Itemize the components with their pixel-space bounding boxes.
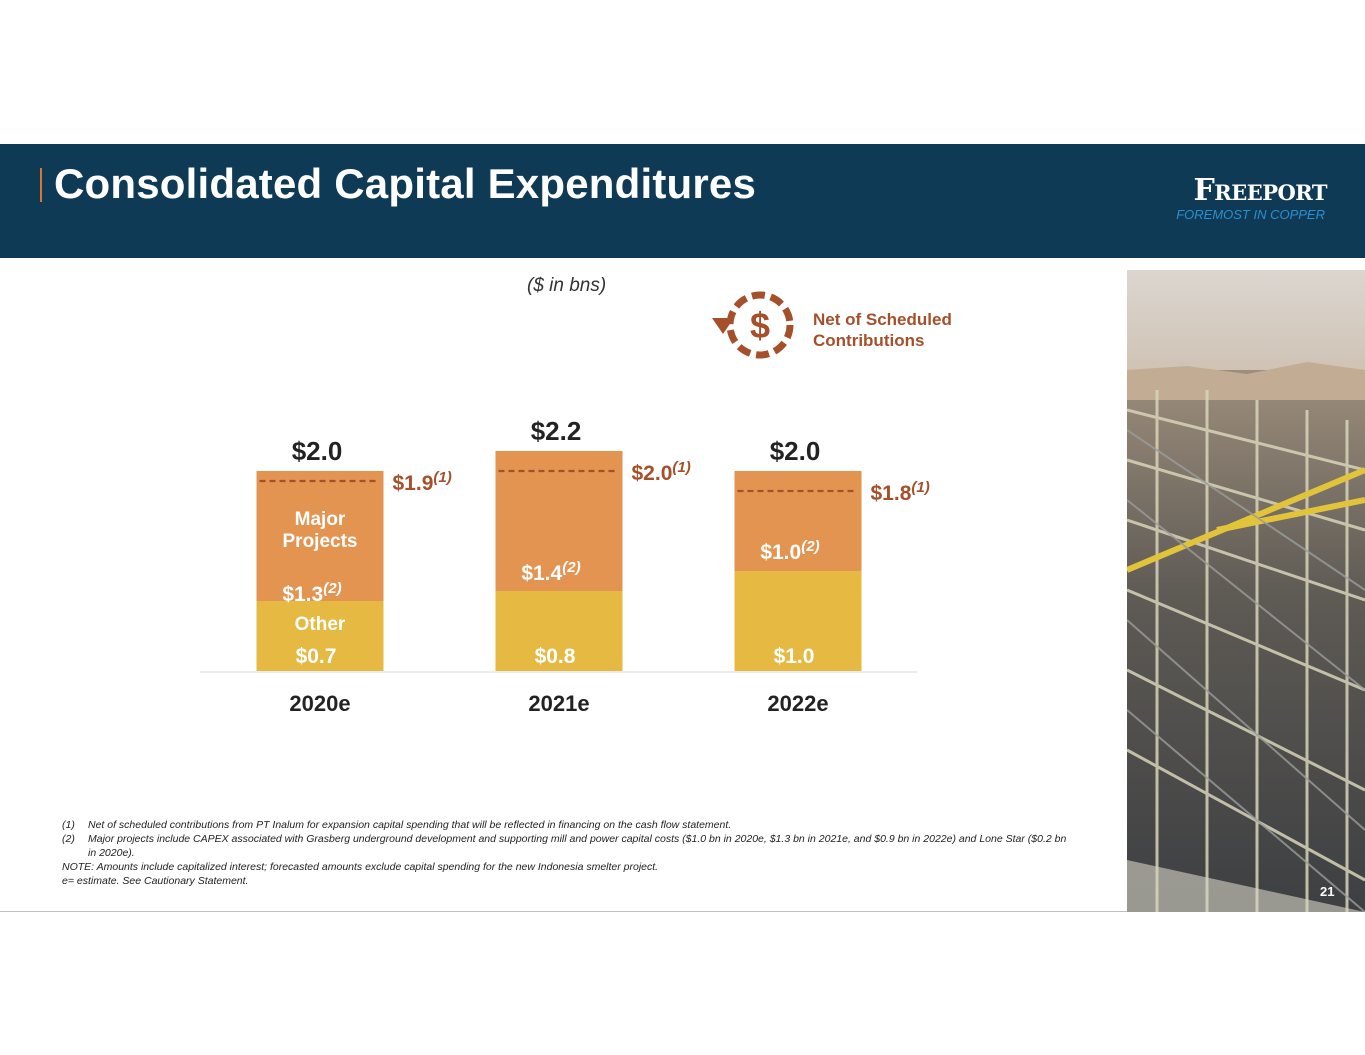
estimate-note: e= estimate. See Cautionary Statement. <box>62 875 249 887</box>
legend-label: Net of Scheduled Contributions <box>813 310 952 350</box>
units-label: ($ in bns) <box>527 275 607 296</box>
other-value-label-2020e: $0.7 <box>296 645 337 668</box>
footnote-number: (2) <box>62 833 75 845</box>
dollar-cycle-icon: $ <box>712 291 794 359</box>
category-label-2021e: 2021e <box>528 691 589 716</box>
title-accent-bar <box>40 168 42 202</box>
footnote-2: (2) Major projects include CAPEX associa… <box>62 832 1072 860</box>
net-label-2022e: $1.8(1) <box>871 479 930 505</box>
other-value-label-2021e: $0.8 <box>535 645 576 668</box>
page-number: 21 <box>1320 884 1335 899</box>
mine-site-photo <box>1127 270 1365 912</box>
total-label-2021e: $2.2 <box>531 416 582 446</box>
category-label-2022e: 2022e <box>767 691 828 716</box>
total-label-2022e: $2.0 <box>770 436 821 466</box>
svg-text:$: $ <box>750 305 770 346</box>
bar-major-projects-2022e <box>734 471 862 571</box>
capex-note: NOTE: Amounts include capitalized intere… <box>62 861 659 873</box>
capex-bar-chart: $2.0 $1.9(1) $0.7 $1.3(2) 2020e $2.2 $2.0(1) $0… <box>200 416 930 716</box>
major-value-label-2020e: $1.3(2) <box>282 580 341 606</box>
bar-other-2022e <box>734 571 862 671</box>
footer-divider <box>0 911 1127 912</box>
other-label: Other <box>295 614 346 635</box>
bar-other-2021e <box>495 591 623 671</box>
bar-other-2020e <box>256 601 384 671</box>
title-banner: Consolidated Capital Expenditures Freepo… <box>0 144 1365 258</box>
total-label-2020e: $2.0 <box>292 436 343 466</box>
bar-major-projects-2021e <box>495 451 623 591</box>
category-label-2020e: 2020e <box>289 691 350 716</box>
major-projects-label: Projects <box>283 531 358 552</box>
net-label-2020e: $1.9(1) <box>393 469 452 495</box>
major-projects-label: Major <box>295 509 346 530</box>
freeport-logo: Freeport <box>1193 173 1327 208</box>
net-label-2021e: $2.0(1) <box>632 459 691 485</box>
footnote-1: (1) Net of scheduled contributions from … <box>62 818 1072 832</box>
footnote-text: Major projects include CAPEX associated … <box>88 833 1067 859</box>
other-value-label-2022e: $1.0 <box>774 645 815 668</box>
footnote-text: Net of scheduled contributions from PT I… <box>88 819 732 831</box>
bar-major-projects-2020e <box>256 471 384 601</box>
footnote-number: (1) <box>62 819 75 831</box>
logo-tagline: FOREMOST IN COPPER <box>1176 207 1325 222</box>
page-title: Consolidated Capital Expenditures <box>54 160 757 207</box>
footnotes: (1) Net of scheduled contributions from … <box>62 818 1072 888</box>
